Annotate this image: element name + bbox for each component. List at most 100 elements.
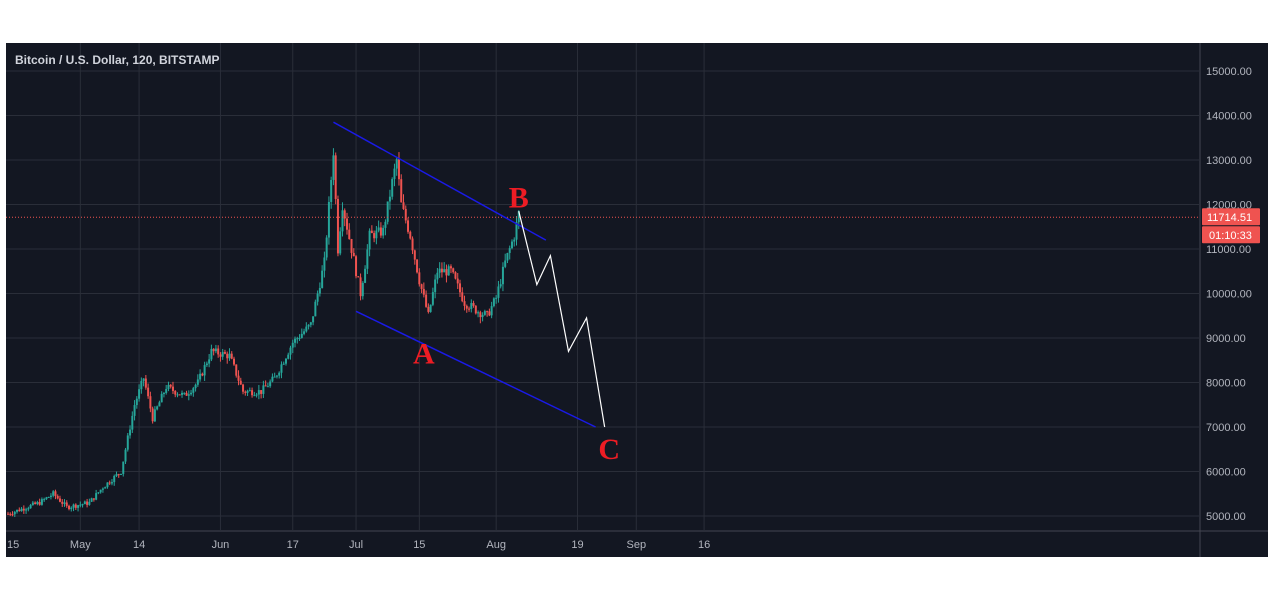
candle-body bbox=[287, 354, 290, 359]
candle-body bbox=[235, 364, 238, 376]
candle-body bbox=[208, 359, 211, 364]
candle-body bbox=[330, 179, 333, 202]
candle-body bbox=[300, 333, 303, 338]
candle-body bbox=[43, 499, 46, 501]
candle-body bbox=[20, 508, 23, 512]
chart-title: Bitcoin / U.S. Dollar, 120, BITSTAMP bbox=[15, 53, 220, 67]
candle-body bbox=[169, 384, 172, 387]
candle-body bbox=[479, 312, 482, 318]
candle-body bbox=[413, 250, 416, 260]
candle-body bbox=[230, 353, 233, 359]
candle-body bbox=[239, 380, 242, 385]
candle-body bbox=[237, 375, 240, 381]
candle-body bbox=[192, 388, 195, 393]
candle-body bbox=[438, 268, 441, 273]
candle-body bbox=[339, 231, 342, 254]
candle-body bbox=[142, 378, 145, 381]
candle-body bbox=[149, 396, 152, 409]
candle-body bbox=[228, 353, 231, 359]
candle-body bbox=[156, 406, 159, 410]
candle-body bbox=[77, 505, 80, 508]
candle-body bbox=[115, 474, 118, 476]
candle-body bbox=[370, 230, 373, 234]
candle-body bbox=[492, 298, 495, 307]
candle-body bbox=[393, 168, 396, 180]
candle-body bbox=[418, 272, 421, 285]
candle-body bbox=[377, 227, 380, 231]
candle-body bbox=[456, 278, 459, 284]
candle-body bbox=[465, 305, 468, 309]
candle-body bbox=[117, 474, 120, 476]
candle-body bbox=[56, 495, 59, 499]
candle-body bbox=[388, 196, 391, 202]
candle-body bbox=[38, 502, 41, 505]
candle-body bbox=[477, 312, 480, 314]
candle-body bbox=[31, 502, 34, 505]
candle-body bbox=[474, 305, 477, 314]
candle-body bbox=[461, 292, 464, 302]
y-tick-label: 7000.00 bbox=[1206, 422, 1246, 434]
candle-body bbox=[307, 324, 310, 327]
candle-body bbox=[108, 482, 111, 484]
candle-body bbox=[440, 268, 443, 273]
candle-body bbox=[214, 348, 217, 352]
candle-body bbox=[289, 347, 292, 355]
candle-body bbox=[217, 348, 220, 355]
candle-body bbox=[497, 286, 500, 298]
candle-body bbox=[309, 322, 312, 325]
time-axis[interactable]: 15 May 14 Jun 17 Jul 15 Aug 19 Sep 16 bbox=[7, 539, 710, 551]
candle-body bbox=[255, 394, 258, 396]
candle-body bbox=[92, 498, 95, 500]
candle-body bbox=[167, 384, 170, 390]
candle-body bbox=[334, 155, 337, 199]
candle-body bbox=[34, 502, 37, 504]
candle-body bbox=[375, 230, 378, 239]
channel-line bbox=[333, 121, 547, 241]
candle-body bbox=[158, 402, 161, 407]
candle-body bbox=[54, 491, 57, 496]
candle-body bbox=[144, 378, 147, 388]
candle-body bbox=[194, 384, 197, 389]
candle-body bbox=[74, 504, 77, 508]
candle-body bbox=[86, 501, 89, 505]
candle-body bbox=[452, 268, 455, 273]
candle-body bbox=[160, 393, 163, 403]
candle-body bbox=[296, 338, 299, 340]
candle-body bbox=[352, 252, 355, 257]
candle-body bbox=[151, 408, 154, 422]
current-price-tag bbox=[1202, 208, 1260, 226]
candle-body bbox=[183, 392, 186, 394]
candle-body bbox=[409, 231, 412, 239]
wave-label-c: C bbox=[598, 433, 620, 466]
candle-body bbox=[124, 449, 127, 462]
candle-body bbox=[280, 364, 283, 373]
x-tick-label: Jun bbox=[212, 539, 230, 551]
candle-body bbox=[106, 482, 109, 488]
candle-body bbox=[11, 514, 14, 516]
candle-body bbox=[314, 301, 317, 317]
x-tick-label: 15 bbox=[7, 539, 19, 551]
price-axis[interactable]: 15000.0014000.0013000.0012000.0011000.00… bbox=[1202, 66, 1260, 523]
candle-body bbox=[29, 504, 32, 509]
candle-body bbox=[248, 390, 251, 392]
candle-body bbox=[221, 352, 224, 357]
candle-body bbox=[379, 227, 382, 236]
candle-body bbox=[104, 487, 107, 489]
candle-body bbox=[291, 342, 294, 348]
candle-body bbox=[244, 391, 247, 393]
candle-body bbox=[52, 491, 55, 496]
candle-body bbox=[79, 504, 82, 506]
candle-body bbox=[420, 284, 423, 289]
candle-body bbox=[126, 435, 129, 450]
candle-body bbox=[402, 202, 405, 209]
candle-body bbox=[264, 385, 267, 387]
price-chart[interactable]: ABC 15000.0014000.0013000.0012000.001100… bbox=[6, 43, 1268, 557]
candle-body bbox=[135, 398, 138, 406]
candle-body bbox=[61, 501, 64, 504]
candle-body bbox=[63, 502, 66, 504]
candle-body bbox=[275, 375, 278, 377]
x-tick-label: 17 bbox=[287, 539, 299, 551]
candle-body bbox=[269, 381, 272, 387]
candle-body bbox=[171, 386, 174, 391]
